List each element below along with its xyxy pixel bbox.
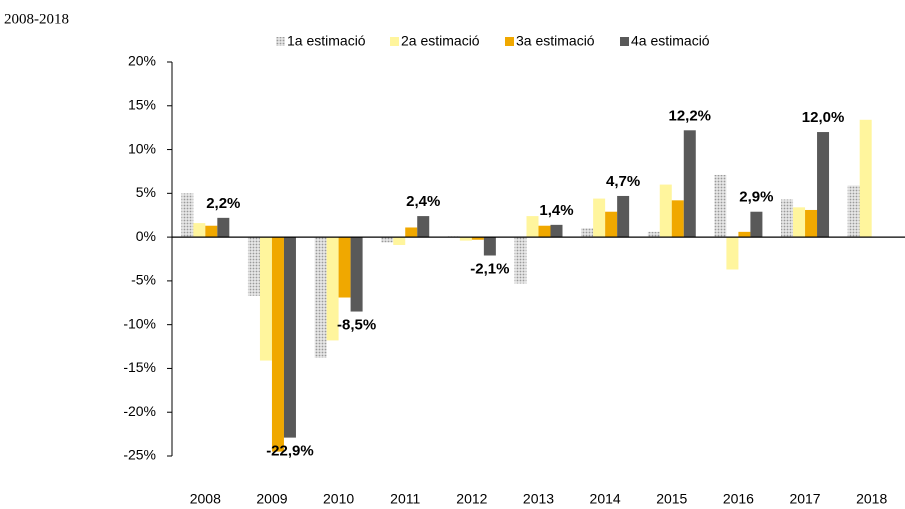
y-tick-label: -10% [123, 315, 156, 331]
bar [205, 225, 218, 238]
x-tick-label: 2018 [856, 491, 887, 507]
y-tick-label: 10% [128, 140, 156, 156]
x-tick-label: 2010 [323, 491, 354, 507]
x-tick-label: 2014 [590, 491, 621, 507]
x-tick-label: 2013 [523, 491, 554, 507]
bar [781, 199, 794, 238]
data-label: 2,2% [206, 195, 240, 212]
bar [483, 237, 496, 256]
data-label: 2,4% [406, 193, 440, 210]
bar [538, 225, 551, 238]
bar [217, 217, 230, 238]
data-label: -8,5% [337, 317, 376, 334]
bar [514, 237, 527, 284]
bar [659, 184, 672, 238]
bar [581, 228, 594, 238]
data-label: 1,4% [539, 202, 573, 219]
y-tick-label: -5% [131, 272, 156, 288]
legend-swatch [276, 37, 285, 46]
y-tick-label: 15% [128, 96, 156, 112]
bar [817, 132, 830, 238]
bar [314, 237, 327, 358]
bar [259, 237, 272, 361]
bar [405, 227, 418, 238]
bar [381, 237, 394, 243]
bar [805, 209, 818, 238]
bar [417, 216, 430, 238]
bar [193, 223, 206, 238]
bar [859, 119, 872, 238]
y-tick-label: -20% [123, 403, 156, 419]
bar [181, 193, 194, 238]
x-tick-label: 2008 [190, 491, 221, 507]
data-label: -22,9% [266, 443, 314, 460]
bar [683, 130, 696, 238]
x-tick-label: 2015 [656, 491, 687, 507]
bar [605, 211, 618, 238]
bar [338, 237, 351, 298]
bar [326, 237, 339, 341]
y-tick-label: 5% [136, 184, 156, 200]
bar [647, 231, 660, 238]
bar [247, 237, 260, 296]
x-tick-label: 2012 [456, 491, 487, 507]
y-tick-label: 20% [128, 53, 156, 69]
bar [459, 237, 472, 241]
bar [550, 224, 563, 238]
x-tick-label: 2016 [723, 491, 754, 507]
bar [793, 207, 806, 238]
legend-swatch [620, 37, 629, 46]
bar [738, 231, 751, 238]
legend-label: 4a estimació [631, 33, 710, 49]
bar [714, 174, 727, 238]
chart-title: 2008-2018 [4, 11, 69, 27]
y-tick-label: 0% [136, 228, 156, 244]
legend-label: 1a estimació [287, 33, 366, 49]
bar [271, 237, 284, 452]
bar [526, 216, 539, 238]
bar [750, 211, 763, 238]
bar [283, 237, 296, 438]
legend-swatch [390, 37, 399, 46]
legend-swatch [505, 37, 514, 46]
bar [350, 237, 363, 312]
bar [726, 237, 739, 270]
y-tick-label: -25% [123, 447, 156, 463]
data-label: 4,7% [606, 173, 640, 190]
bar [393, 237, 406, 245]
legend-label: 2a estimació [401, 33, 480, 49]
x-tick-label: 2011 [390, 491, 420, 507]
bar [471, 237, 484, 240]
y-tick-label: -15% [123, 359, 156, 375]
bar [671, 200, 684, 238]
data-label: 2,9% [739, 189, 773, 206]
x-tick-label: 2009 [256, 491, 287, 507]
data-label: -2,1% [470, 260, 509, 277]
bar [617, 195, 630, 238]
x-tick-label: 2017 [789, 491, 820, 507]
data-label: 12,2% [668, 107, 711, 124]
bar [847, 185, 860, 238]
legend-label: 3a estimació [516, 33, 595, 49]
data-label: 12,0% [802, 109, 845, 126]
bar [593, 198, 606, 238]
